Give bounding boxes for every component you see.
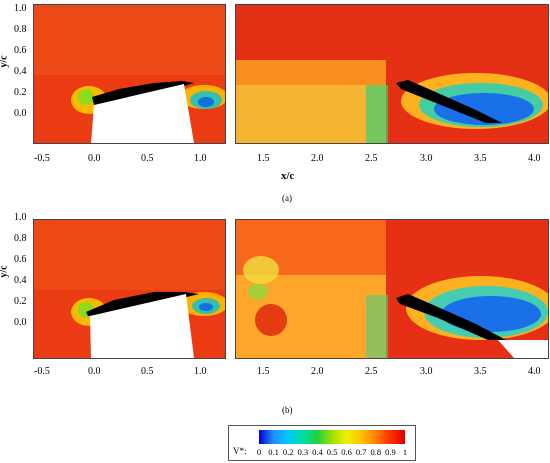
- panel-caption: (b): [282, 405, 293, 415]
- x-tick: 1.5: [257, 153, 270, 164]
- y-tick: 0.0: [14, 108, 27, 119]
- velocity-field-b-left: [34, 220, 225, 358]
- colorbar-tick: 0.8: [370, 447, 382, 457]
- x-tick: 3.5: [474, 153, 487, 164]
- x-tick: -0.5: [34, 153, 50, 164]
- y-tick: 0.8: [14, 24, 27, 35]
- colorbar-tick: 0.5: [326, 447, 338, 457]
- x-axis-label: x/c: [281, 170, 295, 182]
- colorbar: V*: 0 0.1 0.2 0.3 0.4 0.5 0.6 0.7 0.8 0.9 1: [228, 425, 416, 461]
- x-tick: 1.5: [257, 366, 270, 377]
- panel-caption: (a): [282, 193, 292, 203]
- velocity-field-a-left: [34, 5, 225, 143]
- x-tick: 0.5: [141, 153, 154, 164]
- y-tick: 0.2: [14, 296, 27, 307]
- y-tick: 0.4: [14, 66, 27, 77]
- colorbar-gradient: [259, 430, 405, 444]
- colorbar-tick: 0.2: [282, 447, 294, 457]
- y-tick: 0.8: [14, 233, 27, 244]
- x-tick: 3.0: [420, 366, 433, 377]
- x-tick: 3.0: [420, 153, 433, 164]
- x-tick: 0.5: [141, 366, 154, 377]
- x-tick: 1.0: [194, 153, 207, 164]
- x-tick: 0.0: [88, 153, 101, 164]
- y-tick: 0.6: [14, 45, 27, 56]
- panel-a-right-plot: [235, 4, 549, 144]
- colorbar-tick: 0.3: [297, 447, 309, 457]
- velocity-field-b-right: [236, 220, 548, 358]
- colorbar-tick: 0.7: [355, 447, 367, 457]
- x-tick: 2.5: [365, 366, 378, 377]
- x-tick: 2.5: [365, 153, 378, 164]
- y-tick: 0.6: [14, 254, 27, 265]
- colorbar-tick: 1: [402, 447, 408, 457]
- panel-a-left-plot: [33, 4, 226, 144]
- y-tick: 1.0: [14, 3, 27, 14]
- x-tick: 4.0: [528, 153, 541, 164]
- x-tick: 2.0: [311, 366, 324, 377]
- x-tick: -0.5: [34, 366, 50, 377]
- y-tick: 0.0: [14, 317, 27, 328]
- y-tick: 0.4: [14, 275, 27, 286]
- x-tick: 2.0: [311, 153, 324, 164]
- colorbar-tick: 0.6: [341, 447, 352, 457]
- x-tick: 3.5: [474, 366, 487, 377]
- x-tick: 0.0: [88, 366, 101, 377]
- panel-b-right-plot: [235, 219, 549, 359]
- panel-b-left-plot: [33, 219, 226, 359]
- colorbar-tick: 0: [256, 447, 262, 457]
- y-tick: 1.0: [14, 212, 27, 223]
- colorbar-tick: 0.9: [385, 447, 396, 457]
- y-axis-label: y/c: [0, 55, 10, 68]
- x-tick: 4.0: [528, 366, 541, 377]
- y-tick: 0.2: [14, 87, 27, 98]
- colorbar-label: V*:: [233, 446, 247, 456]
- y-axis-label: y/c: [0, 265, 10, 278]
- colorbar-tick: 0.1: [268, 447, 279, 457]
- colorbar-tick: 0.4: [312, 447, 323, 457]
- velocity-field-a-right: [236, 5, 548, 143]
- x-tick: 1.0: [194, 366, 207, 377]
